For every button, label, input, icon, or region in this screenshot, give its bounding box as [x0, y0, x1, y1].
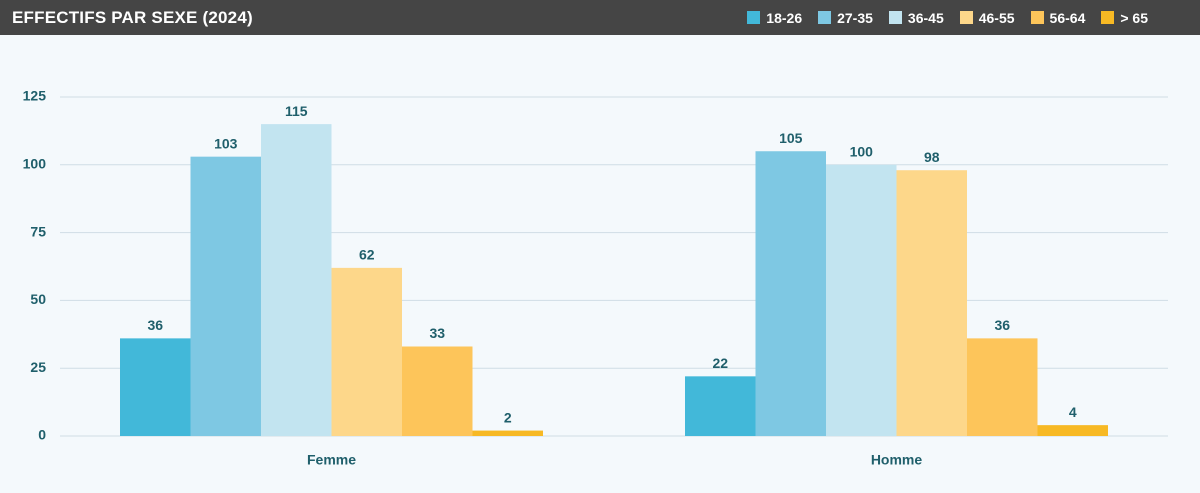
y-tick-label: 0	[38, 427, 46, 443]
bar	[755, 151, 826, 436]
value-label: 36	[147, 317, 163, 333]
y-tick-label: 25	[30, 359, 46, 375]
bar	[402, 346, 473, 436]
x-tick-label: Femme	[307, 452, 356, 468]
value-label: 105	[779, 130, 803, 146]
legend: 18-26 27-35 36-45 46-55 56-64 > 65	[747, 10, 1148, 26]
y-tick-label: 50	[30, 291, 46, 307]
legend-label: > 65	[1120, 9, 1148, 26]
x-tick-label: Homme	[871, 452, 923, 468]
legend-item: 36-45	[888, 9, 944, 26]
legend-item: 46-55	[959, 9, 1015, 26]
y-tick-label: 100	[23, 156, 47, 172]
legend-item: > 65	[1101, 10, 1148, 26]
value-label: 36	[994, 317, 1010, 333]
value-label: 115	[285, 103, 308, 119]
legend-swatch	[959, 11, 973, 24]
y-tick-label: 125	[23, 88, 47, 104]
value-label: 2	[504, 409, 512, 425]
value-label: 98	[924, 149, 940, 165]
legend-swatch	[818, 11, 832, 24]
value-label: 33	[429, 325, 445, 341]
legend-label: 56-64	[1049, 9, 1086, 26]
legend-label: 27-35	[837, 9, 873, 26]
bar	[1037, 425, 1108, 436]
legend-item: 18-26	[747, 10, 802, 26]
bar	[261, 124, 332, 437]
chart-title: EFFECTIFS PAR SEXE (2024)	[12, 7, 253, 27]
bar	[190, 156, 261, 436]
legend-label: 46-55	[978, 9, 1015, 26]
bar	[896, 170, 967, 436]
legend-item: 27-35	[818, 10, 873, 26]
value-label: 103	[214, 135, 238, 151]
legend-label: 36-45	[907, 9, 944, 26]
value-label: 100	[850, 144, 874, 160]
bar	[967, 338, 1038, 436]
value-label: 62	[359, 247, 375, 263]
bar	[120, 338, 191, 436]
chart: 0 25 50 75 100 125 Femme 36 103 115 62 33 2 Homme 22 10…	[23, 88, 1168, 468]
legend-label: 18-26	[766, 9, 803, 26]
legend-swatch	[747, 11, 761, 24]
bar	[826, 164, 897, 437]
legend-item: 56-64	[1030, 9, 1086, 26]
bar	[331, 267, 402, 436]
legend-swatch	[1030, 11, 1044, 24]
bar	[685, 376, 756, 436]
value-label: 22	[712, 355, 728, 371]
legend-swatch	[888, 11, 902, 24]
legend-swatch	[1101, 11, 1115, 24]
value-label: 4	[1069, 404, 1077, 420]
y-tick-label: 75	[30, 223, 46, 239]
header: EFFECTIFS PAR SEXE (2024) 18-26 27-35 36-4…	[0, 0, 1200, 35]
bar	[472, 430, 543, 436]
